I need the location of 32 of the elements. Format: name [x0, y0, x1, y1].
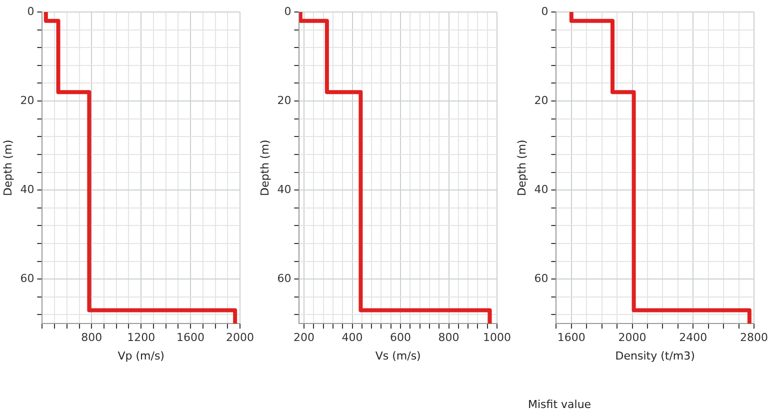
- x-tick-label: 1200: [127, 331, 156, 344]
- y-axis-title: Depth (m): [258, 140, 272, 196]
- y-tick-label: 20: [534, 94, 548, 107]
- y-tick-label: 60: [20, 272, 34, 285]
- y-tick-label: 60: [534, 272, 548, 285]
- text: Misfit value: [528, 398, 592, 411]
- y-axis-title: Depth (m): [515, 140, 528, 196]
- x-tick-label: 2000: [618, 331, 646, 344]
- x-tick-label: 2400: [679, 331, 708, 344]
- y-tick-label: 0: [284, 4, 292, 18]
- x-tick-label: 1600: [557, 331, 586, 344]
- y-tick-label: 0: [27, 4, 34, 18]
- x-tick-label: 400: [342, 331, 363, 344]
- y-axis-title: Depth (m): [1, 140, 14, 196]
- y-tick-label: 60: [277, 272, 292, 285]
- y-tick-label: 40: [20, 182, 34, 196]
- x-tick-label: 1600: [176, 331, 205, 344]
- x-axis-title: Vp (m/s): [118, 349, 164, 362]
- x-tick-label: 2800: [740, 331, 768, 344]
- x-axis-title: Density (t/m3): [615, 349, 695, 362]
- x-axis-title: Vs (m/s): [375, 349, 421, 362]
- y-tick-label: 40: [277, 182, 292, 196]
- x-tick-label: 800: [81, 331, 102, 344]
- y-tick-label: 0: [541, 4, 548, 18]
- y-tick-label: 20: [20, 94, 34, 107]
- x-tick-label: 2000: [226, 331, 254, 344]
- x-tick-label: 200: [294, 331, 315, 344]
- y-tick-label: 20: [277, 94, 292, 107]
- x-tick-label: 1000: [483, 331, 512, 344]
- x-tick-label: 600: [390, 331, 412, 344]
- y-tick-label: 40: [534, 182, 548, 196]
- x-tick-label: 800: [438, 331, 460, 344]
